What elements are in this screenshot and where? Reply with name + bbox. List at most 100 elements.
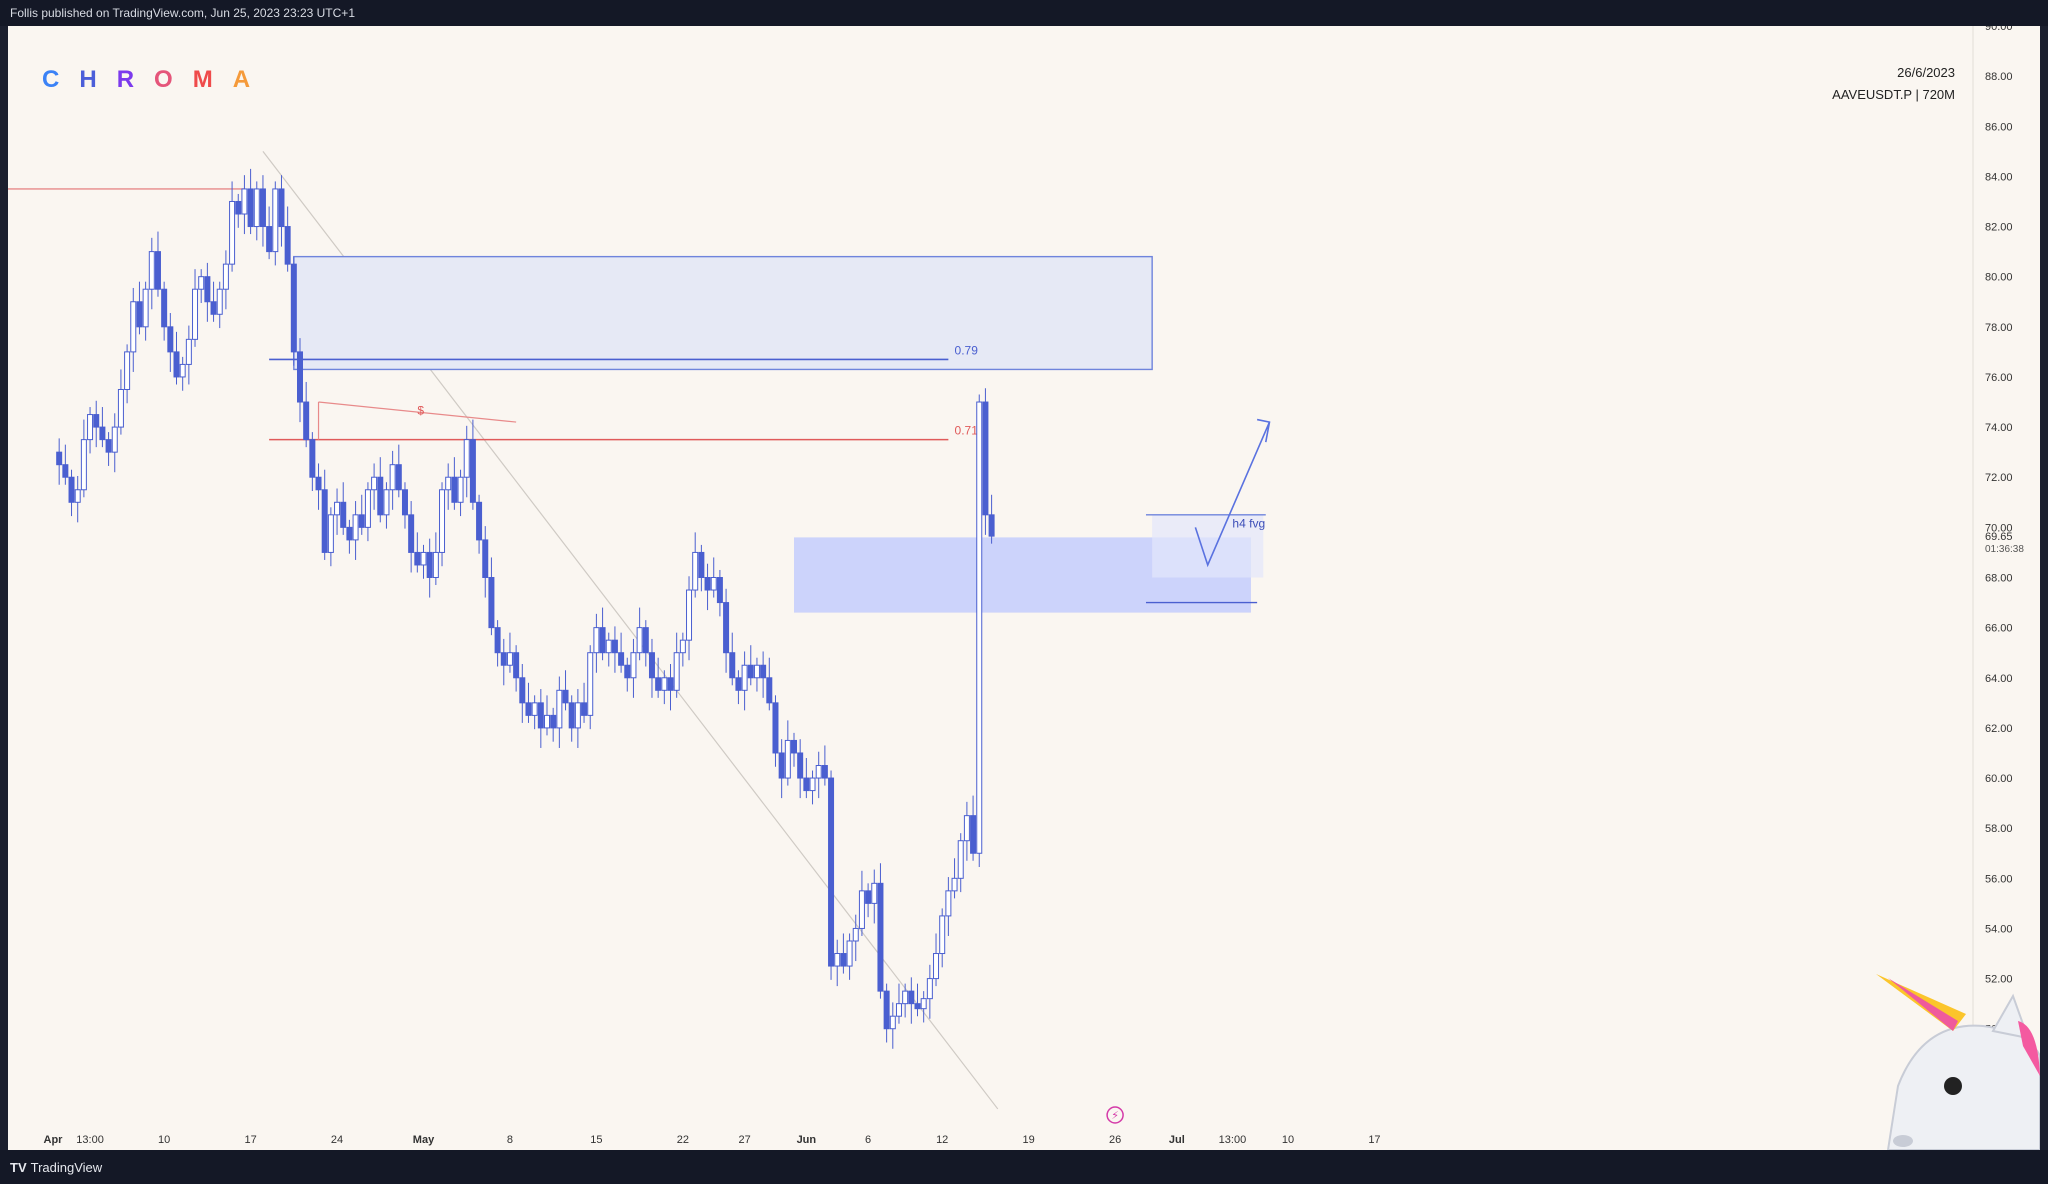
candle-body bbox=[729, 652, 736, 679]
candle-body bbox=[858, 890, 865, 929]
price-tick-label: 60.00 bbox=[1985, 773, 2013, 785]
candle-body bbox=[229, 200, 236, 265]
candle-body bbox=[686, 589, 693, 641]
candle-body bbox=[673, 652, 680, 691]
candle-body bbox=[692, 551, 699, 591]
price-tick-label: 82.00 bbox=[1985, 222, 2013, 234]
time-tick-label: Jul bbox=[1169, 1134, 1185, 1146]
candle-body bbox=[74, 489, 81, 503]
candle-body bbox=[963, 815, 970, 842]
candle-body bbox=[970, 815, 977, 854]
candle-body bbox=[476, 501, 483, 541]
brand-letter: M bbox=[192, 66, 233, 93]
candle-body bbox=[618, 652, 625, 666]
candle-body bbox=[716, 577, 723, 604]
candle-body bbox=[766, 677, 773, 704]
price-tick-label: 86.00 bbox=[1985, 121, 2013, 133]
price-tick-label: 52.00 bbox=[1985, 974, 2013, 986]
time-tick-label: 15 bbox=[590, 1134, 602, 1146]
liquidity-line bbox=[318, 401, 517, 423]
candle-body bbox=[877, 882, 884, 992]
candle-body bbox=[284, 226, 291, 265]
candle-body bbox=[723, 602, 730, 654]
time-tick-label: 22 bbox=[677, 1134, 689, 1146]
candle-body bbox=[334, 501, 341, 516]
candle-body bbox=[914, 1003, 921, 1010]
chroma-brand-logo: CHROMA bbox=[42, 66, 270, 94]
chart-info: 26/6/2023 AAVEUSDT.P | 720M bbox=[1832, 62, 1955, 106]
brand-letter: C bbox=[42, 66, 80, 93]
candle-body bbox=[531, 702, 538, 716]
candle-body bbox=[895, 1003, 902, 1017]
candle-body bbox=[506, 652, 513, 666]
unicorn-mascot-icon bbox=[1876, 974, 2040, 1150]
price-tick-label: 84.00 bbox=[1985, 171, 2013, 183]
candle-body bbox=[80, 439, 87, 491]
h4-fvg-label: h4 fvg bbox=[1232, 516, 1265, 530]
candle-body bbox=[297, 351, 303, 403]
time-tick-label: May bbox=[413, 1134, 435, 1146]
candle-body bbox=[371, 476, 378, 491]
candle-body bbox=[902, 990, 909, 1005]
candle-body bbox=[56, 451, 63, 466]
liquidity-marker: $ bbox=[417, 404, 424, 418]
candle-body bbox=[247, 188, 254, 228]
last-price-label: 69.65 bbox=[1985, 531, 2013, 543]
candle-body bbox=[136, 301, 143, 328]
price-chart-svg[interactable]: h4 fvg0.790.71$48.0050.0052.0054.0056.00… bbox=[8, 26, 2040, 1150]
tradingview-logo-icon: TV bbox=[10, 1160, 27, 1175]
candle-body bbox=[988, 514, 995, 537]
candle-body bbox=[846, 940, 853, 967]
candle-body bbox=[500, 652, 507, 666]
candle-body bbox=[562, 689, 569, 704]
candle-body bbox=[204, 276, 211, 303]
chart-area[interactable]: h4 fvg0.790.71$48.0050.0052.0054.0056.00… bbox=[8, 26, 2040, 1150]
candle-body bbox=[111, 426, 118, 453]
candle-body bbox=[642, 627, 649, 654]
candle-body bbox=[130, 301, 137, 353]
candle-body bbox=[124, 351, 131, 390]
candle-body bbox=[315, 476, 322, 491]
time-tick-label: 12 bbox=[936, 1134, 948, 1146]
candle-body bbox=[550, 714, 557, 729]
candle-body bbox=[611, 639, 618, 654]
candle-body bbox=[395, 464, 402, 491]
candle-body bbox=[587, 652, 594, 716]
candle-body bbox=[753, 664, 760, 679]
candle-body bbox=[327, 514, 334, 553]
candle-body bbox=[198, 276, 205, 290]
candle-body bbox=[568, 702, 575, 729]
time-tick-label: 8 bbox=[507, 1134, 513, 1146]
candle-body bbox=[346, 526, 353, 541]
candle-body bbox=[815, 765, 822, 779]
candle-body bbox=[457, 476, 464, 503]
time-tick-label: 13:00 bbox=[76, 1134, 104, 1146]
brand-letter: O bbox=[154, 66, 193, 93]
candle-body bbox=[358, 514, 365, 528]
candle-body bbox=[469, 439, 476, 503]
candle-body bbox=[445, 476, 452, 491]
candle-body bbox=[636, 627, 643, 654]
chart-symbol: AAVEUSDT.P | 720M bbox=[1832, 87, 1955, 102]
candle-body bbox=[99, 426, 106, 441]
price-tick-label: 66.00 bbox=[1985, 623, 2013, 635]
candle-body bbox=[321, 489, 328, 553]
time-tick-label: 17 bbox=[244, 1134, 256, 1146]
candle-body bbox=[698, 551, 705, 579]
candle-body bbox=[803, 777, 810, 792]
candle-body bbox=[173, 351, 180, 378]
candle-body bbox=[352, 514, 359, 541]
candle-body bbox=[167, 326, 174, 353]
candle-body bbox=[945, 890, 952, 917]
price-tick-label: 76.00 bbox=[1985, 372, 2013, 384]
tradingview-logo[interactable]: TV TradingView bbox=[10, 1160, 102, 1175]
price-tick-label: 68.00 bbox=[1985, 573, 2013, 585]
projection-arrow-head bbox=[1256, 418, 1271, 443]
candle-body bbox=[784, 739, 791, 779]
candle-body bbox=[383, 489, 390, 516]
candle-body bbox=[259, 188, 266, 228]
fib-level-label: 0.79 bbox=[955, 343, 979, 357]
candle-body bbox=[87, 414, 94, 441]
candle-body bbox=[933, 953, 940, 980]
chart-date: 26/6/2023 bbox=[1897, 65, 1955, 80]
